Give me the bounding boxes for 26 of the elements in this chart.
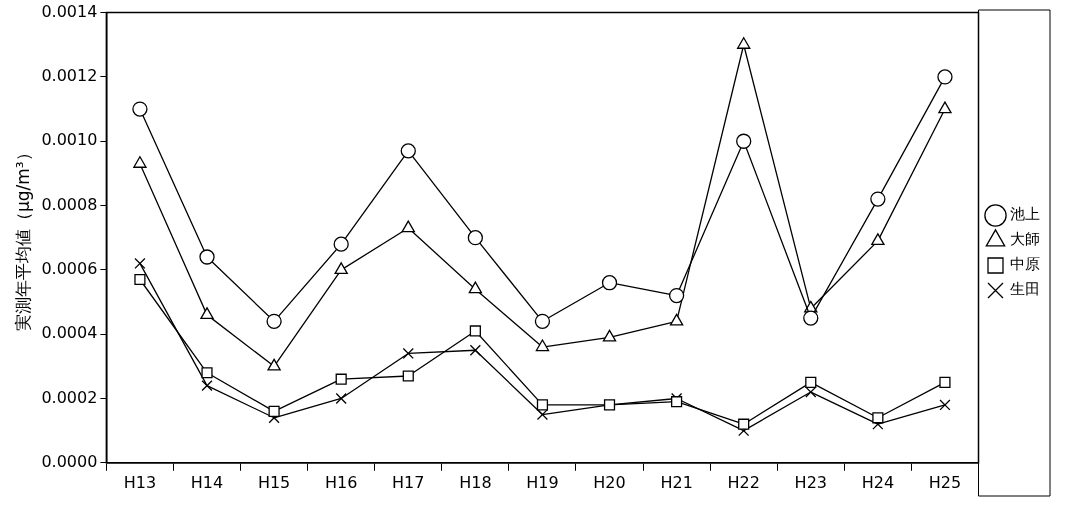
- x-tick-label: H22: [727, 472, 760, 492]
- x-tick-label: H18: [459, 472, 492, 492]
- legend-label: 池上: [1010, 205, 1040, 224]
- x-tick-label: H13: [123, 472, 157, 492]
- legend-label: 中原: [1010, 255, 1040, 274]
- x-tick-label: H21: [660, 472, 693, 492]
- legend-label: 大師: [1010, 230, 1040, 249]
- x-tick-label: H17: [392, 472, 425, 492]
- x-tick-label: H24: [861, 472, 895, 492]
- y-tick-label: 0.0004: [41, 323, 98, 343]
- y-axis-title: 実測年平均値（μg/m³）: [12, 144, 33, 332]
- y-tick-label: 0.0012: [41, 66, 98, 86]
- y-tick-label: 0.0014: [41, 1, 98, 21]
- legend-label: 生田: [1010, 280, 1040, 299]
- y-tick-label: 0.0006: [41, 259, 98, 279]
- x-tick-label: H14: [190, 472, 224, 492]
- x-tick-label: H19: [526, 472, 559, 492]
- y-tick-label: 0.0010: [41, 130, 98, 150]
- y-tick-label: 0.0000: [41, 451, 98, 471]
- x-tick-label: H20: [593, 472, 626, 492]
- x-tick-label: H15: [257, 472, 291, 492]
- y-tick-label: 0.0008: [41, 194, 98, 214]
- y-tick-label: 0.0002: [41, 387, 98, 407]
- x-tick-label: H25: [928, 472, 962, 492]
- x-tick-label: H16: [324, 472, 358, 492]
- x-tick-label: H23: [794, 472, 827, 492]
